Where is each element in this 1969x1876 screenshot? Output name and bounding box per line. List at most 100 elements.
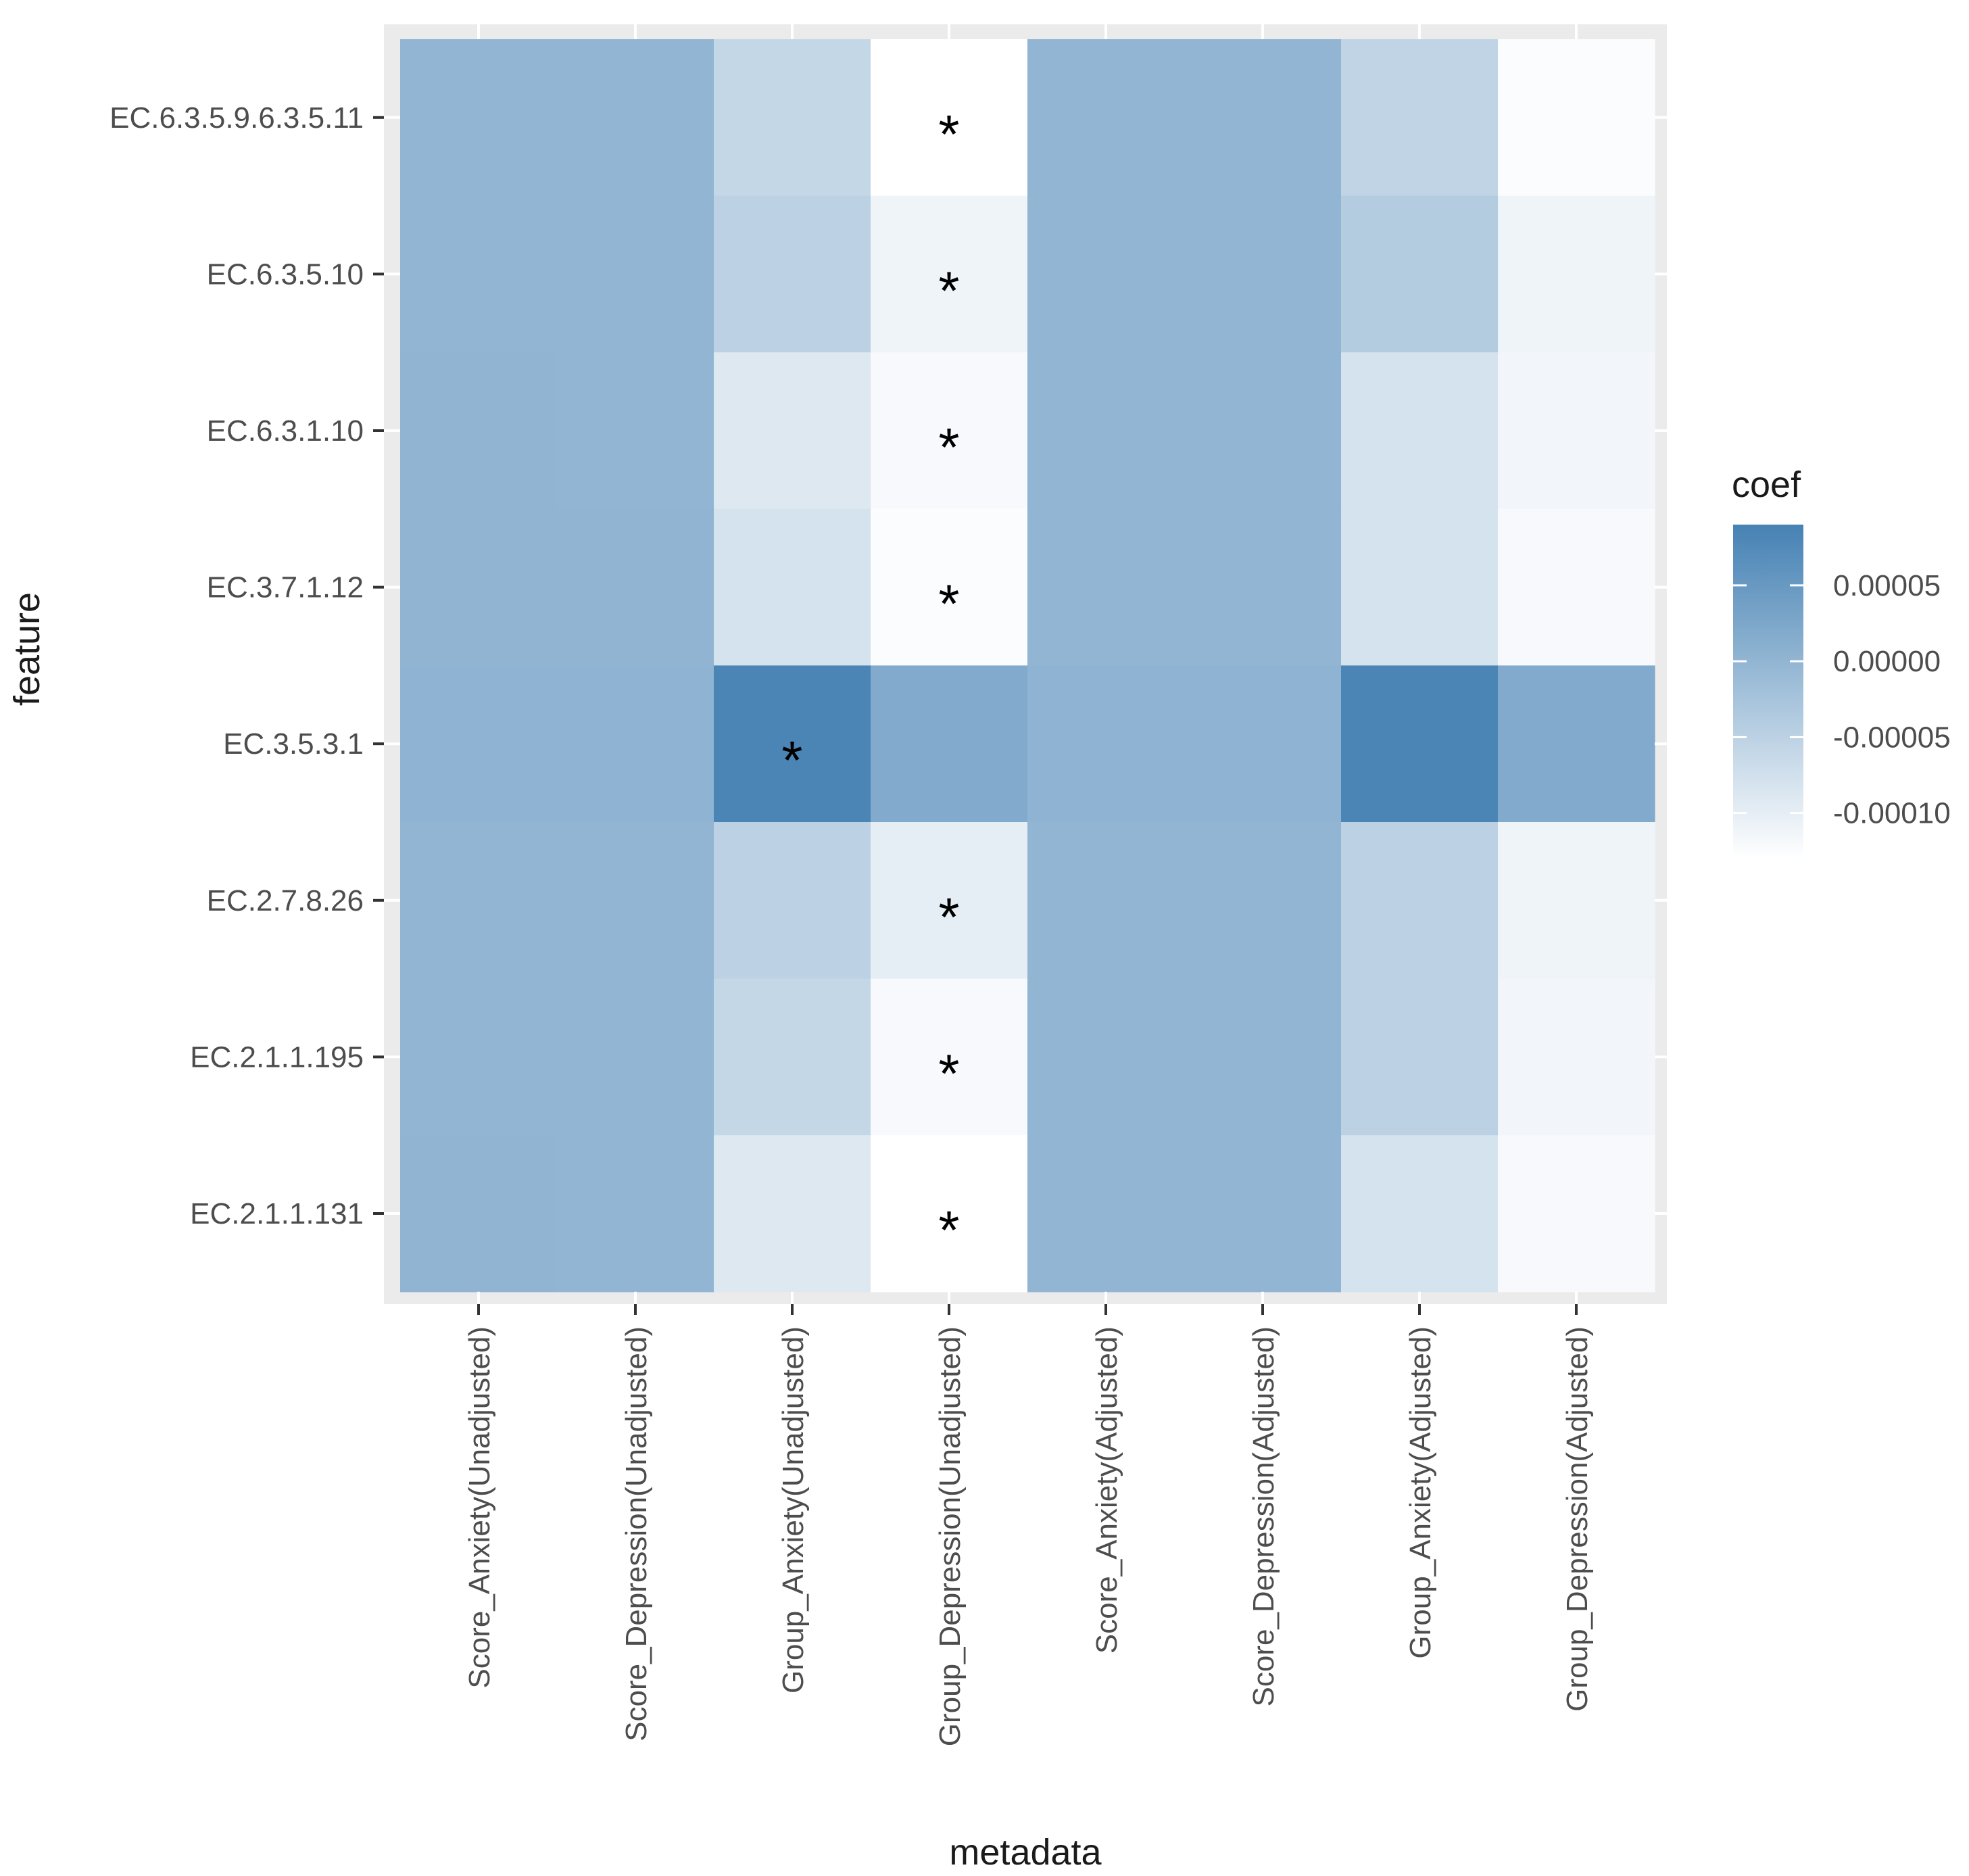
y-tick-label: EC.2.7.8.26 xyxy=(207,884,364,917)
heatmap-cell xyxy=(714,665,871,823)
legend-colorbar xyxy=(1733,525,1803,859)
heatmap-cell xyxy=(557,508,714,666)
significance-marker: * xyxy=(938,104,959,164)
heatmap-cell xyxy=(1027,978,1185,1136)
legend: coef 0.00005 0.00000 -0.00005 -0.00010 xyxy=(1732,464,1951,859)
heatmap-cell xyxy=(1341,352,1499,510)
heatmap-cell xyxy=(1027,822,1185,980)
heatmap-cell xyxy=(1341,508,1499,666)
x-axis-title: metadata xyxy=(949,1832,1102,1873)
significance-marker: * xyxy=(938,1043,959,1103)
significance-marker: * xyxy=(938,574,959,634)
significance-marker: * xyxy=(938,887,959,947)
heatmap-cell xyxy=(400,352,558,510)
heatmap-cell xyxy=(557,352,714,510)
y-tick-label: EC.2.1.1.195 xyxy=(190,1040,364,1074)
grid-lines xyxy=(384,24,1667,1304)
heatmap-cell xyxy=(871,39,1028,197)
heatmap-cell xyxy=(1027,508,1185,666)
heatmap-cell xyxy=(1184,352,1342,510)
heatmap-cell xyxy=(1184,822,1342,980)
heatmap-cell xyxy=(871,508,1028,666)
heatmap-cell xyxy=(1184,195,1342,353)
heatmap-cell xyxy=(1184,1135,1342,1293)
significance-marker: * xyxy=(938,417,959,477)
significance-marker: * xyxy=(938,260,959,320)
heatmap-cell xyxy=(714,822,871,980)
heatmap-cell xyxy=(871,1135,1028,1293)
x-axis: Score_Anxiety(Unadjusted) Score_Depressio… xyxy=(463,1304,1594,1746)
heatmap-cell xyxy=(714,195,871,353)
heatmap-cell xyxy=(557,978,714,1136)
heatmap-cell xyxy=(1341,822,1499,980)
y-tick-label: EC.6.3.1.10 xyxy=(207,414,364,448)
heatmap-cell xyxy=(1498,978,1655,1136)
y-tick-label: EC.6.3.5.9.6.3.5.11 xyxy=(110,101,364,135)
y-axis-title: feature xyxy=(7,592,47,706)
heatmap-cell xyxy=(871,978,1028,1136)
heatmap-cell xyxy=(871,352,1028,510)
heatmap-cell xyxy=(1184,39,1342,197)
heatmap-cell xyxy=(557,822,714,980)
heatmap-cell xyxy=(714,39,871,197)
heatmap-cell xyxy=(1498,665,1655,823)
heatmap-cells xyxy=(384,24,1667,1304)
x-tick-label: Group_Depression(Adjusted) xyxy=(1561,1326,1594,1712)
significance-marker: * xyxy=(781,730,802,790)
heatmap-cell xyxy=(714,352,871,510)
y-axis: EC.6.3.5.9.6.3.5.11 EC.6.3.5.10 EC.6.3.1.1… xyxy=(110,101,384,1230)
heatmap-cell xyxy=(1027,195,1185,353)
x-tick-label: Group_Anxiety(Adjusted) xyxy=(1404,1326,1437,1659)
heatmap-cell xyxy=(1498,1135,1655,1293)
x-tick-label: Score_Anxiety(Unadjusted) xyxy=(463,1326,496,1689)
heatmap-cell xyxy=(1184,665,1342,823)
x-tick-label: Score_Anxiety(Adjusted) xyxy=(1090,1326,1123,1654)
significance-markers: * * * * * * * * xyxy=(781,104,959,1260)
legend-title: coef xyxy=(1732,464,1801,505)
legend-tick-label: 0.00005 xyxy=(1833,569,1941,602)
heatmap-cell xyxy=(557,665,714,823)
heatmap-cell xyxy=(400,1135,558,1293)
heatmap-cell xyxy=(1027,1135,1185,1293)
legend-tick-label: -0.00010 xyxy=(1833,797,1951,830)
heatmap-cell xyxy=(1341,665,1499,823)
x-tick-label: Group_Depression(Unadjusted) xyxy=(933,1326,967,1746)
heatmap-cell xyxy=(714,508,871,666)
heatmap-cell xyxy=(1498,39,1655,197)
y-tick-label: EC.3.7.1.12 xyxy=(207,571,364,604)
heatmap-cell xyxy=(400,978,558,1136)
heatmap-cell xyxy=(1341,978,1499,1136)
heatmap-cell xyxy=(1184,508,1342,666)
heatmap-cell xyxy=(1341,39,1499,197)
heatmap-cell xyxy=(1027,39,1185,197)
heatmap-cell xyxy=(400,195,558,353)
legend-ticks: 0.00005 0.00000 -0.00005 -0.00010 xyxy=(1733,569,1951,830)
heatmap-cell xyxy=(557,1135,714,1293)
heatmap-cell xyxy=(557,39,714,197)
heatmap-cell xyxy=(714,1135,871,1293)
x-tick-label: Score_Depression(Adjusted) xyxy=(1247,1326,1280,1707)
heatmap-cell xyxy=(400,39,558,197)
heatmap-cell xyxy=(871,195,1028,353)
heatmap-cell xyxy=(1498,352,1655,510)
heatmap-cell xyxy=(1341,1135,1499,1293)
x-tick-label: Score_Depression(Unadjusted) xyxy=(620,1326,653,1741)
legend-tick-label: -0.00005 xyxy=(1833,721,1951,754)
heatmap-cell xyxy=(1341,195,1499,353)
heatmap-cell xyxy=(871,665,1028,823)
y-tick-label: EC.2.1.1.131 xyxy=(190,1197,364,1230)
heatmap-cell xyxy=(557,195,714,353)
heatmap-cell xyxy=(1498,195,1655,353)
heatmap-cell xyxy=(400,665,558,823)
heatmap-cell xyxy=(1027,352,1185,510)
heatmap-cell xyxy=(1498,822,1655,980)
heatmap-cell xyxy=(714,978,871,1136)
heatmap-cell xyxy=(1184,978,1342,1136)
significance-marker: * xyxy=(938,1200,959,1260)
heatmap-cell xyxy=(1498,508,1655,666)
legend-tick-label: 0.00000 xyxy=(1833,645,1941,678)
heatmap-cell xyxy=(1027,665,1185,823)
y-tick-label: EC.3.5.3.1 xyxy=(223,727,364,761)
y-tick-label: EC.6.3.5.10 xyxy=(207,258,364,291)
